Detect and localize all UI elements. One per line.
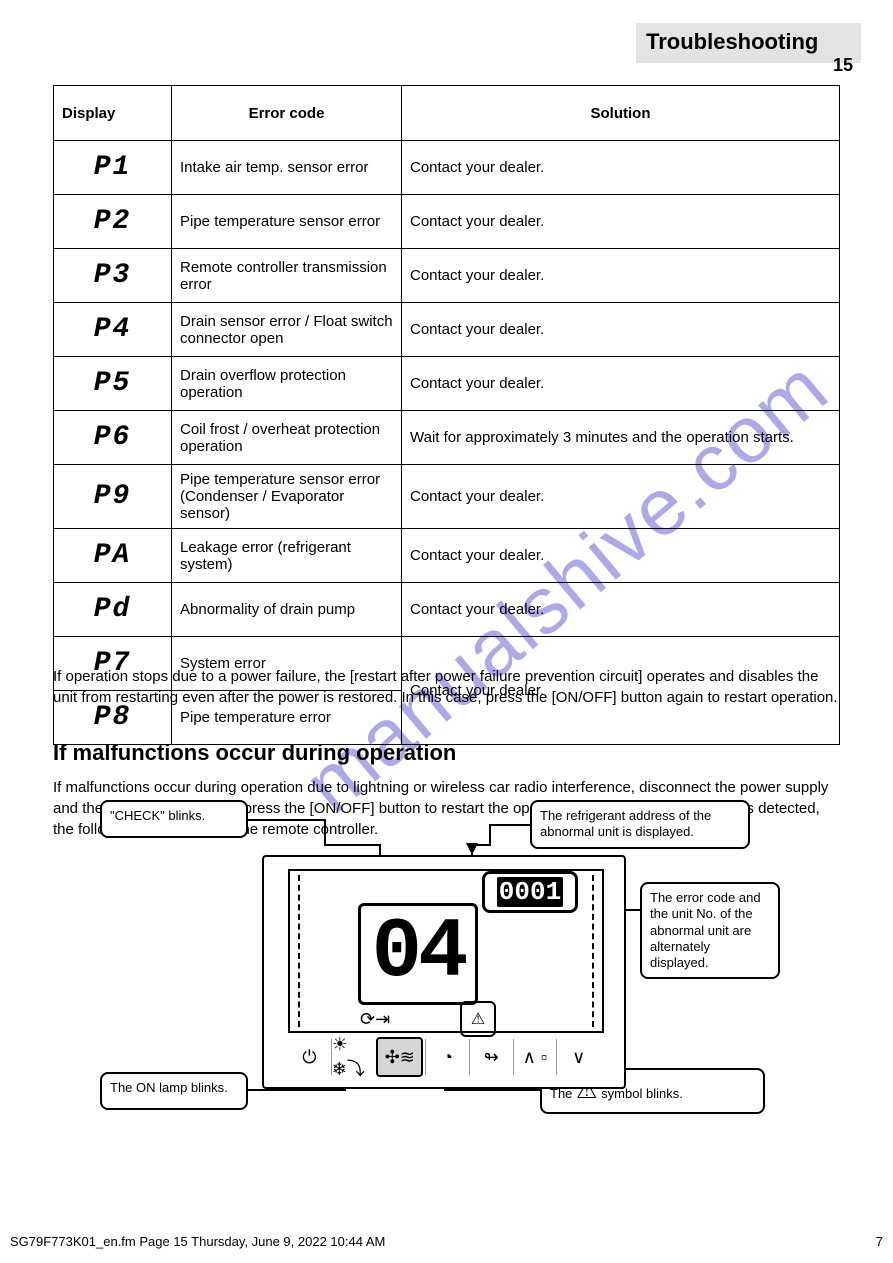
error-cell: Remote controller transmission error — [172, 249, 402, 303]
seg-display: P1 — [62, 152, 163, 183]
table-row: P5 Drain overflow protection operation C… — [54, 357, 840, 411]
solution-cell: Contact your dealer. — [402, 303, 840, 357]
power-button[interactable]: ⏻ — [288, 1039, 331, 1075]
fan-button[interactable]: ✣≋ — [376, 1037, 423, 1077]
code-cell: P5 — [54, 357, 172, 411]
code-cell: P4 — [54, 303, 172, 357]
button-row: ⏻ ☀❄⤵ ✣≋ ◔ ↬ ∧ ▫ ∨ — [288, 1039, 600, 1075]
error-cell: Drain overflow protection operation — [172, 357, 402, 411]
code-cell: P9 — [54, 465, 172, 529]
overlap-icon: ⟳⇥ — [360, 1009, 390, 1030]
table-row: P2 Pipe temperature sensor error Contact… — [54, 195, 840, 249]
error-cell: Abnormality of drain pump — [172, 583, 402, 637]
big-digits: 04 — [372, 912, 465, 996]
table-row: P9 Pipe temperature sensor error (Conden… — [54, 465, 840, 529]
table-row: P1 Intake air temp. sensor error Contact… — [54, 141, 840, 195]
error-cell: Coil frost / overheat protection operati… — [172, 411, 402, 465]
code-cell: PA — [54, 529, 172, 583]
footer-left: SG79F773K01_en.fm Page 15 Thursday, June… — [10, 1234, 385, 1249]
seg-display: P4 — [62, 314, 163, 345]
remote-body: 04 0001 ⚠ ⟳⇥ ⏻ ☀❄⤵ ✣≋ ◔ ↬ ∧ ▫ ∨ — [262, 855, 626, 1089]
error-code-table: Display Error code Solution P1 Intake ai… — [53, 85, 840, 745]
solution-cell: Contact your dealer. — [402, 249, 840, 303]
code-cell: P6 — [54, 411, 172, 465]
page-number: 15 — [833, 55, 853, 76]
remote-controller-figure: "CHECK" blinks. The refrigerant address … — [100, 790, 780, 1140]
code-cell: P1 — [54, 141, 172, 195]
error-cell: Pipe temperature sensor error (Condenser… — [172, 465, 402, 529]
big-digits-frame: 04 — [358, 903, 478, 1005]
seg-display: P3 — [62, 260, 163, 291]
table-row: P3 Remote controller transmission error … — [54, 249, 840, 303]
header-box: Troubleshooting 15 — [636, 23, 861, 63]
code-cell: P3 — [54, 249, 172, 303]
col-display: Display — [54, 86, 172, 141]
seg-display: P5 — [62, 368, 163, 399]
warning-icon: ⚠ — [471, 1009, 485, 1029]
solution-cell: Contact your dealer. — [402, 529, 840, 583]
table-row: P4 Drain sensor error / Float switch con… — [54, 303, 840, 357]
warning-frame: ⚠ — [460, 1001, 496, 1037]
table-row: P6 Coil frost / overheat protection oper… — [54, 411, 840, 465]
seg-display: P2 — [62, 206, 163, 237]
vane-button[interactable]: ↬ — [469, 1039, 513, 1075]
callout-refrigerant-address: The refrigerant address of the abnormal … — [530, 800, 750, 849]
error-cell: Drain sensor error / Float switch connec… — [172, 303, 402, 357]
seg-display: P9 — [62, 481, 163, 512]
timer-button[interactable]: ◔ — [425, 1039, 469, 1075]
code-cell: P2 — [54, 195, 172, 249]
power-fail-note: If operation stops due to a power failur… — [53, 666, 840, 708]
error-code-table-wrap: Display Error code Solution P1 Intake ai… — [53, 85, 840, 745]
table-row: Pd Abnormality of drain pump Contact you… — [54, 583, 840, 637]
solution-cell: Wait for approximately 3 minutes and the… — [402, 411, 840, 465]
seg-display: PA — [62, 540, 163, 571]
code-cell: Pd — [54, 583, 172, 637]
callout-on-lamp-blinks: The ON lamp blinks. — [100, 1072, 248, 1110]
up-button[interactable]: ∧ ▫ — [513, 1039, 557, 1075]
solution-cell: Contact your dealer. — [402, 465, 840, 529]
error-cell: Leakage error (refrigerant system) — [172, 529, 402, 583]
mode-button[interactable]: ☀❄⤵ — [331, 1039, 375, 1075]
solution-cell: Contact your dealer. — [402, 141, 840, 195]
section-title: If malfunctions occur during operation — [53, 738, 840, 769]
small-digits-frame: 0001 — [482, 871, 578, 913]
footer-right: 7 — [876, 1234, 883, 1249]
table-header-row: Display Error code Solution — [54, 86, 840, 141]
seg-display: P6 — [62, 422, 163, 453]
page: Troubleshooting 15 manualshive.com Displ… — [0, 0, 893, 1263]
small-digits: 0001 — [497, 877, 563, 907]
header-title: Troubleshooting — [646, 29, 818, 54]
solution-cell: Contact your dealer. — [402, 195, 840, 249]
down-button[interactable]: ∨ — [556, 1039, 600, 1075]
col-solution: Solution — [402, 86, 840, 141]
callout-error-code-unit: The error code and the unit No. of the a… — [640, 882, 780, 979]
error-cell: Pipe temperature sensor error — [172, 195, 402, 249]
seg-display: Pd — [62, 594, 163, 625]
solution-cell: Contact your dealer. — [402, 583, 840, 637]
callout-check-blinks: "CHECK" blinks. — [100, 800, 248, 838]
solution-cell: Contact your dealer. — [402, 357, 840, 411]
error-cell: Intake air temp. sensor error — [172, 141, 402, 195]
table-row: PA Leakage error (refrigerant system) Co… — [54, 529, 840, 583]
lcd-screen: 04 0001 ⚠ ⟳⇥ — [288, 869, 604, 1033]
col-error: Error code — [172, 86, 402, 141]
